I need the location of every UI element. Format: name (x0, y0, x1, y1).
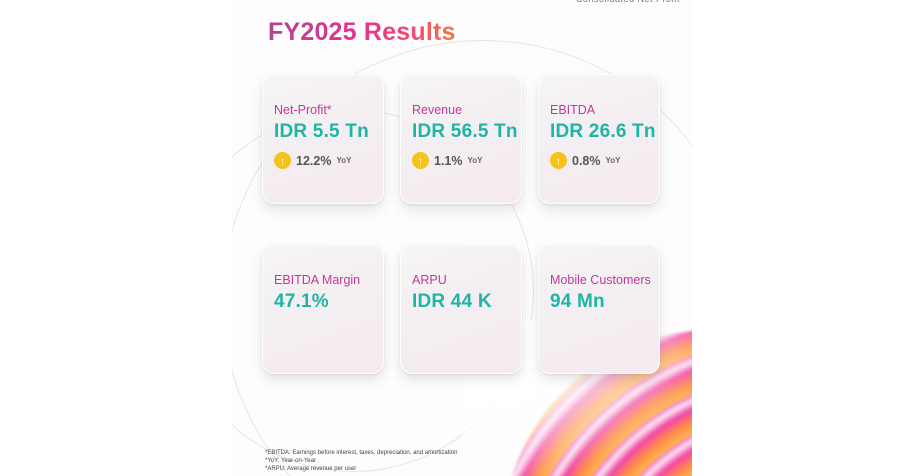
results-infographic: Consolidated Net Profit FY2025 Results N… (232, 0, 692, 476)
footnote-arpu: *ARPU: Average revenue per user (265, 466, 357, 472)
mobile-customers-card: Mobile Customers 94 Mn (538, 244, 660, 374)
card-label: Revenue (412, 103, 463, 117)
card-value: IDR 56.5 Tn (412, 121, 518, 142)
card-label: ARPU (412, 273, 447, 287)
yoy-change: ↑ 1.1% YoY (412, 152, 482, 169)
change-percent: 12.2% (296, 153, 332, 168)
footnote-yoy: *YoY: Year-on-Year (265, 458, 316, 464)
yoy-change: ↑ 12.2% YoY (274, 152, 351, 169)
change-unit: YoY (605, 156, 621, 165)
top-note: Consolidated Net Profit (576, 0, 680, 4)
page-title: FY2025 Results (268, 18, 456, 46)
card-label: EBITDA (550, 103, 596, 117)
ebitda-card: EBITDA IDR 26.6 Tn ↑ 0.8% YoY (538, 74, 660, 204)
card-label: Net-Profit* (274, 103, 332, 117)
card-value: IDR 44 K (412, 291, 492, 312)
arrow-up-icon: ↑ (550, 152, 567, 169)
arrow-up-icon: ↑ (274, 152, 291, 169)
card-value: IDR 5.5 Tn (274, 121, 369, 142)
card-value: 47.1% (274, 291, 329, 312)
card-label: Mobile Customers (550, 273, 651, 287)
card-value: IDR 26.6 Tn (550, 121, 656, 142)
change-unit: YoY (467, 156, 483, 165)
change-unit: YoY (336, 156, 352, 165)
change-percent: 1.1% (434, 153, 463, 168)
revenue-card: Revenue IDR 56.5 Tn ↑ 1.1% YoY (400, 74, 522, 204)
arpu-card: ARPU IDR 44 K (400, 244, 522, 374)
yoy-change: ↑ 0.8% YoY (550, 152, 620, 169)
change-percent: 0.8% (572, 153, 601, 168)
net-profit-card: Net-Profit* IDR 5.5 Tn ↑ 12.2% YoY (262, 74, 384, 204)
arrow-up-icon: ↑ (412, 152, 429, 169)
ebitda-margin-card: EBITDA Margin 47.1% (262, 244, 384, 374)
card-value: 94 Mn (550, 291, 605, 312)
footnote-ebitda: *EBITDA: Earnings before interest, taxes… (265, 450, 458, 456)
footnotes: *EBITDA: Earnings before interest, taxes… (265, 449, 457, 473)
card-label: EBITDA Margin (274, 273, 361, 287)
